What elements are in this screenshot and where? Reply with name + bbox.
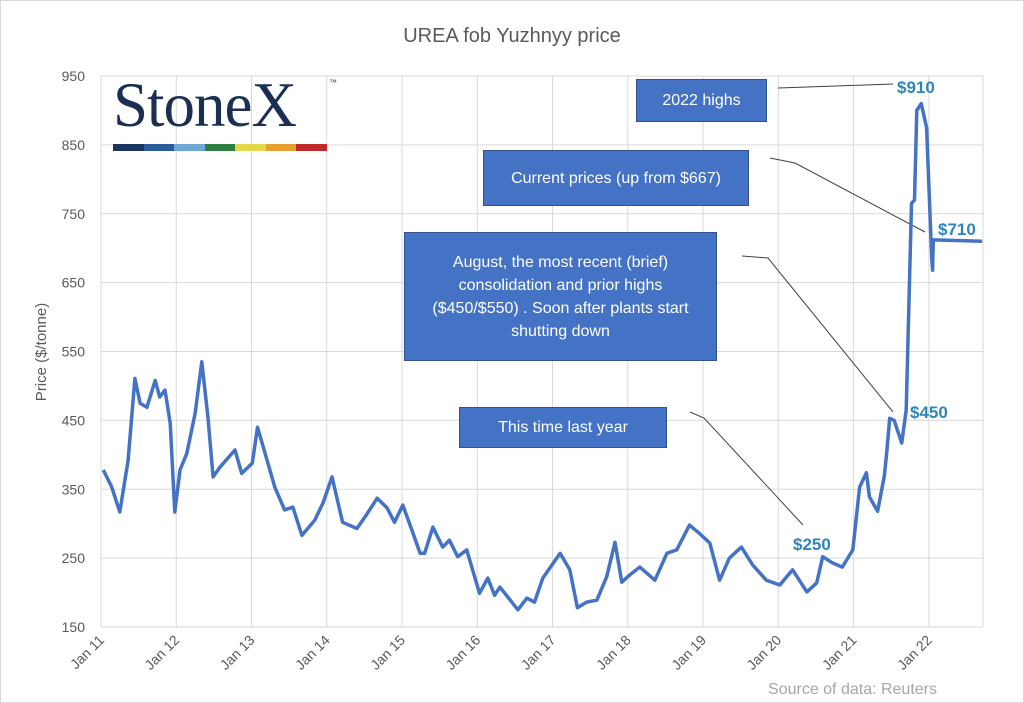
- stripe-segment: [296, 144, 328, 151]
- logo-text: StoneX: [113, 70, 297, 140]
- x-tick-label: Jan 17: [518, 632, 559, 673]
- stripe-segment: [204, 144, 236, 151]
- x-axis-ticks: Jan 11 Jan 12 Jan 13 Jan 14 Jan 15 Jan 16 Jan …: [67, 632, 935, 673]
- data-label-450: $450: [910, 403, 948, 422]
- y-axis-label: Price ($/tonne): [33, 303, 50, 401]
- data-label-710: $710: [938, 220, 976, 239]
- series-line-urea: [101, 101, 983, 612]
- source-note: Source of data: Reuters: [768, 681, 937, 698]
- y-tick-label: 750: [62, 206, 86, 222]
- y-tick-label: 250: [62, 550, 86, 566]
- y-axis-ticks: 150 250 350 450 550 650 750 850 950: [62, 68, 86, 635]
- annotation-this-time-last-year: This time last year: [459, 407, 667, 448]
- x-tick-label: Jan 13: [217, 632, 258, 673]
- x-tick-label: Jan 22: [894, 632, 935, 673]
- y-tick-label: 550: [62, 344, 86, 360]
- x-tick-label: Jan 11: [67, 632, 107, 672]
- annotation-current-prices: Current prices (up from $667): [483, 150, 749, 206]
- logo-color-stripe: [113, 144, 328, 151]
- leader-line-450: [741, 255, 894, 413]
- leader-line-710: [769, 157, 926, 233]
- leader-line-250: [689, 411, 804, 526]
- annotation-august-consolidation: August, the most recent (brief) consolid…: [404, 232, 717, 361]
- chart-title: UREA fob Yuzhnyy price: [403, 25, 621, 47]
- y-tick-label: 350: [62, 481, 86, 497]
- stonex-logo: StoneX ™: [113, 70, 337, 151]
- y-tick-label: 450: [62, 412, 86, 428]
- x-tick-label: Jan 16: [442, 632, 483, 673]
- x-tick-label: Jan 15: [367, 632, 408, 673]
- stripe-segment: [174, 144, 205, 151]
- leader-line-910: [777, 83, 894, 89]
- data-label-250: $250: [793, 535, 831, 554]
- y-tick-label: 650: [62, 275, 86, 291]
- y-tick-label: 150: [62, 619, 86, 635]
- y-tick-label: 850: [62, 137, 86, 153]
- stripe-segment: [143, 144, 175, 151]
- x-tick-label: Jan 18: [593, 632, 634, 673]
- stripe-segment: [113, 144, 144, 151]
- y-tick-label: 950: [62, 68, 86, 84]
- x-tick-label: Jan 20: [743, 632, 784, 673]
- x-tick-label: Jan 12: [141, 632, 182, 673]
- x-tick-label: Jan 14: [292, 632, 333, 673]
- x-tick-label: Jan 21: [819, 632, 860, 673]
- stripe-segment: [235, 144, 266, 151]
- leader-lines: [689, 83, 926, 526]
- data-label-910: $910: [897, 78, 935, 97]
- annotation-2022-highs: 2022 highs: [636, 79, 767, 122]
- trademark-symbol: ™: [329, 78, 337, 87]
- stripe-segment: [265, 144, 297, 151]
- x-tick-label: Jan 19: [668, 632, 709, 673]
